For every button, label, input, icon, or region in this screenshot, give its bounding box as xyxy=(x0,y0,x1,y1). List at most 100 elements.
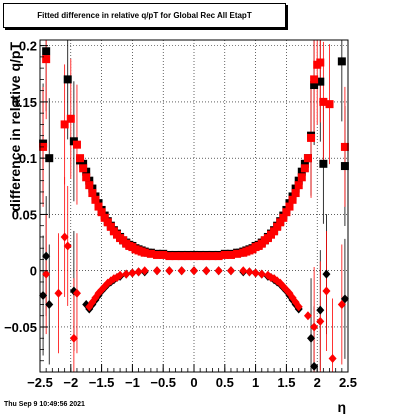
grid-lines xyxy=(40,40,348,372)
axis-ticks: −2.5 −2 −1.5 −1 −0.5 0 0.5 1 1.5 2 2.5 −0.05 0 0.05 0.… xyxy=(4,39,357,390)
data-point-diamond xyxy=(190,266,198,276)
data-point-square xyxy=(310,75,319,84)
data-point-square xyxy=(300,164,309,173)
data-point-square xyxy=(279,213,288,222)
data-point-diamond xyxy=(63,241,72,251)
x-axis-title: η xyxy=(337,399,346,414)
data-point-square xyxy=(66,114,75,123)
data-point-square xyxy=(82,173,91,182)
data-point-square xyxy=(79,164,88,173)
data-point-square xyxy=(316,77,325,86)
data-point-diamond xyxy=(202,266,211,276)
y-tick-label: 0.05 xyxy=(12,207,37,222)
data-point-diamond xyxy=(128,268,137,278)
x-tick-label: −1 xyxy=(125,375,140,390)
data-point-square xyxy=(340,162,349,171)
chart-title: Fitted difference in relative q/pT for G… xyxy=(3,3,286,28)
x-tick-label: −1.5 xyxy=(89,375,115,390)
data-point-square xyxy=(76,154,85,163)
data-point-square xyxy=(226,250,235,259)
data-point-square xyxy=(45,154,54,163)
data-point-square xyxy=(276,218,285,227)
data-point-diamond xyxy=(316,316,325,326)
data-point-diamond xyxy=(214,266,223,276)
data-point-diamond xyxy=(239,266,248,276)
data-point-square xyxy=(220,250,229,259)
data-point-square xyxy=(94,202,103,211)
data-point-diamond xyxy=(122,269,131,279)
data-point-diamond xyxy=(328,353,337,363)
x-tick-label: −0.5 xyxy=(150,375,176,390)
data-point-diamond xyxy=(42,251,51,261)
x-tick-label: 1 xyxy=(252,375,259,390)
data-point-square xyxy=(106,222,115,231)
data-point-diamond xyxy=(310,322,319,332)
data-point-square xyxy=(97,208,106,217)
data-point-square xyxy=(294,181,303,190)
data-point-diamond xyxy=(54,288,63,298)
data-point-diamond xyxy=(340,294,349,304)
y-tick-label: 0 xyxy=(30,264,37,279)
data-point-square xyxy=(285,202,294,211)
data-point-square xyxy=(202,252,211,261)
data-point-square xyxy=(190,252,198,261)
data-point-diamond xyxy=(72,288,81,298)
data-point-square xyxy=(319,97,328,106)
data-point-square xyxy=(270,227,279,236)
data-point-square xyxy=(153,250,162,259)
data-point-diamond xyxy=(245,267,254,277)
data-point-square xyxy=(273,222,282,231)
data-point-square xyxy=(171,252,180,261)
data-point-diamond xyxy=(316,305,325,315)
y-tick-label: −0.05 xyxy=(4,320,37,335)
data-markers xyxy=(39,47,349,371)
data-point-diamond xyxy=(226,266,235,276)
data-point-square xyxy=(140,248,149,257)
data-point-square xyxy=(337,57,346,66)
error-bars xyxy=(42,40,346,372)
data-point-diamond xyxy=(307,333,316,343)
data-point-square xyxy=(325,100,334,109)
data-point-diamond xyxy=(134,267,143,277)
data-point-square xyxy=(88,189,97,198)
y-tick-label: 0.1 xyxy=(19,151,37,166)
data-point-square xyxy=(177,252,186,261)
data-point-square xyxy=(282,208,291,217)
timestamp: Thu Sep 9 10:49:56 2021 xyxy=(4,401,85,408)
data-point-square xyxy=(72,140,81,149)
data-point-square xyxy=(165,252,174,261)
data-point-diamond xyxy=(337,299,346,309)
data-point-diamond xyxy=(140,266,149,276)
data-point-square xyxy=(297,173,306,182)
data-point-square xyxy=(42,47,51,56)
y-tick-label: 0.2 xyxy=(19,39,37,54)
x-tick-label: −2.5 xyxy=(27,375,53,390)
data-point-diamond xyxy=(294,302,303,312)
x-tick-label: 2 xyxy=(314,375,321,390)
data-point-square xyxy=(63,75,72,84)
data-point-diamond xyxy=(322,286,331,296)
data-point-square xyxy=(146,249,155,258)
data-point-square xyxy=(60,120,69,129)
y-axis-title: difference in relative q/pT xyxy=(7,42,23,212)
data-point-square xyxy=(79,159,88,168)
data-point-square xyxy=(208,252,217,261)
data-point-diamond xyxy=(69,333,78,343)
data-point-square xyxy=(233,249,242,258)
data-point-diamond xyxy=(60,232,69,242)
data-point-square xyxy=(214,252,223,261)
data-point-diamond xyxy=(165,266,174,276)
data-point-diamond xyxy=(153,266,162,276)
data-point-square xyxy=(159,250,168,259)
data-point-diamond xyxy=(322,269,331,279)
data-point-diamond xyxy=(310,361,319,371)
data-point-square xyxy=(100,213,109,222)
data-point-square xyxy=(288,195,297,204)
data-point-diamond xyxy=(42,269,51,279)
x-tick-label: 1.5 xyxy=(277,375,295,390)
x-tick-label: 0.5 xyxy=(216,375,234,390)
data-point-square xyxy=(42,55,51,64)
data-point-diamond xyxy=(303,311,312,321)
data-point-diamond xyxy=(257,269,266,279)
